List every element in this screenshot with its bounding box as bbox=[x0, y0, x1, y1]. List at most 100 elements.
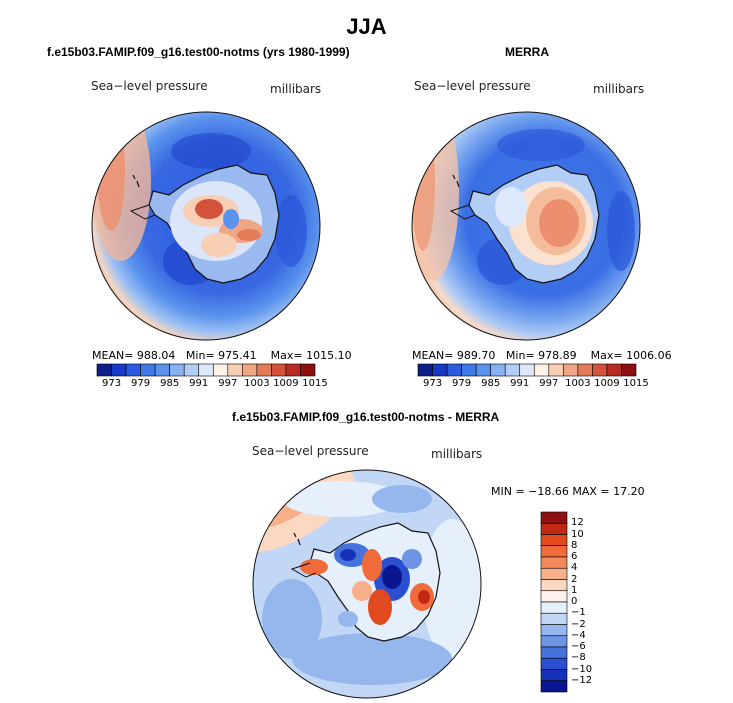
panel-2-colorbar bbox=[417, 363, 637, 377]
panel-1-units-label: millibars bbox=[270, 82, 322, 96]
diff-colorbar-tick-label: 10 bbox=[571, 528, 584, 540]
panel-2-units-label: millibars bbox=[593, 82, 645, 96]
diff-colorbar-tick-label: 6 bbox=[571, 551, 578, 562]
colorbar-swatch bbox=[592, 363, 608, 377]
diff-colorbar-swatch bbox=[540, 612, 568, 625]
diff-colorbar-swatch bbox=[540, 534, 568, 547]
panel-2-max-value: 1006.06 bbox=[626, 349, 672, 362]
colorbar-swatch bbox=[621, 363, 637, 377]
panel-1-max-value: 1015.10 bbox=[306, 349, 352, 362]
diff-colorbar-swatch bbox=[540, 624, 568, 637]
colorbar-swatch bbox=[154, 363, 170, 377]
diff-colorbar-tick-label: −10 bbox=[571, 663, 593, 675]
diff-panel-title: f.e15b03.FAMIP.f09_g16.test00-notms - ME… bbox=[232, 410, 500, 424]
diff-panel-map bbox=[252, 469, 482, 699]
colorbar-tick-label: 1003 bbox=[244, 378, 270, 389]
colorbar-tick-label: 979 bbox=[131, 378, 151, 389]
colorbar-swatch bbox=[242, 363, 258, 377]
colorbar-swatch bbox=[96, 363, 112, 377]
panel-1-max-label: Max= bbox=[270, 349, 303, 362]
colorbar-swatch bbox=[271, 363, 287, 377]
colorbar-tick-label: 991 bbox=[189, 378, 209, 389]
colorbar-swatch bbox=[519, 363, 535, 377]
diff-colorbar-swatch bbox=[540, 657, 568, 670]
diff-colorbar-swatch bbox=[540, 669, 568, 682]
diff-colorbar-tick-label: −1 bbox=[571, 607, 586, 619]
colorbar-swatch bbox=[169, 363, 185, 377]
panel-2-map bbox=[411, 111, 641, 341]
panel-1-colorbar-ticks: 973 979 985 991 997 1003 1009 1015 bbox=[97, 378, 328, 392]
diff-colorbar-swatch bbox=[540, 511, 568, 524]
panel-1-map bbox=[91, 111, 321, 341]
colorbar-swatch bbox=[125, 363, 141, 377]
diff-colorbar-swatch bbox=[540, 680, 568, 693]
panel-1-variable-label: Sea−level pressure bbox=[91, 79, 208, 93]
colorbar-swatch bbox=[577, 363, 593, 377]
diff-colorbar-swatch bbox=[540, 522, 568, 535]
diff-colorbar bbox=[540, 511, 568, 693]
colorbar-swatch bbox=[432, 363, 448, 377]
panel-2-min-label: Min= bbox=[505, 349, 535, 362]
diff-colorbar-tick-label: −12 bbox=[571, 674, 593, 686]
colorbar-tick-label: 985 bbox=[160, 378, 180, 389]
colorbar-swatch bbox=[490, 363, 506, 377]
panel-2-variable-label: Sea−level pressure bbox=[414, 79, 531, 93]
diff-colorbar-tick-label: −8 bbox=[571, 652, 586, 664]
colorbar-swatch bbox=[548, 363, 564, 377]
colorbar-swatch bbox=[461, 363, 477, 377]
diff-panel-variable-label: Sea−level pressure bbox=[252, 444, 369, 458]
diff-colorbar-swatch bbox=[540, 646, 568, 659]
colorbar-tick-label: 997 bbox=[218, 378, 238, 389]
figure-title: JJA bbox=[346, 14, 387, 39]
panel-1-min-label: Min= bbox=[185, 349, 215, 362]
panel-2-mean-label: MEAN= bbox=[412, 349, 454, 362]
colorbar-swatch bbox=[475, 363, 491, 377]
diff-colorbar-swatch bbox=[540, 556, 568, 569]
diff-colorbar-tick-label: 8 bbox=[571, 539, 578, 551]
panel-2-stats: MEAN= 989.70 Min= 978.89 Max= 1006.06 bbox=[412, 349, 672, 362]
panel-1-mean-value: 988.04 bbox=[136, 349, 176, 362]
colorbar-tick-label: 973 bbox=[101, 378, 122, 389]
diff-panel-minmax: MIN = −18.66 MAX = 17.20 bbox=[491, 485, 645, 498]
colorbar-swatch bbox=[183, 363, 200, 377]
colorbar-swatch bbox=[256, 363, 272, 377]
colorbar-tick-label: 1009 bbox=[594, 378, 620, 389]
colorbar-swatch bbox=[227, 363, 243, 377]
diff-colorbar-ticks: 12 10 8 6 4 2 1 0 −1 −2 −4 −6 −8 −10 −12 bbox=[571, 512, 611, 692]
diff-colorbar-tick-label: 1 bbox=[571, 584, 578, 596]
colorbar-tick-label: 991 bbox=[510, 378, 530, 389]
panel-2-colorbar-ticks: 973 979 985 991 997 1003 1009 1015 bbox=[418, 378, 649, 392]
colorbar-swatch bbox=[212, 363, 229, 377]
diff-colorbar-tick-label: 2 bbox=[571, 573, 578, 585]
panel-2-min-value: 978.89 bbox=[538, 349, 577, 362]
colorbar-swatch bbox=[285, 363, 301, 377]
colorbar-swatch bbox=[140, 363, 156, 377]
panel-1-title: f.e15b03.FAMIP.f09_g16.test00-notms (yrs… bbox=[47, 45, 350, 59]
panel-1-mean-label: MEAN= bbox=[92, 349, 134, 362]
colorbar-swatch bbox=[446, 363, 462, 377]
diff-panel-units-label: millibars bbox=[431, 447, 483, 461]
colorbar-swatch bbox=[504, 363, 521, 377]
colorbar-tick-label: 997 bbox=[539, 378, 559, 389]
diff-colorbar-swatch bbox=[540, 567, 568, 580]
colorbar-swatch bbox=[563, 363, 579, 377]
colorbar-tick-label: 973 bbox=[422, 378, 443, 389]
diff-colorbar-tick-label: 4 bbox=[571, 562, 578, 574]
colorbar-tick-label: 1003 bbox=[565, 378, 591, 389]
colorbar-tick-label: 985 bbox=[481, 378, 501, 389]
panel-2-title: MERRA bbox=[505, 45, 549, 59]
diff-colorbar-tick-label: −2 bbox=[571, 618, 586, 630]
colorbar-swatch bbox=[198, 363, 214, 377]
diff-colorbar-tick-label: 0 bbox=[571, 596, 578, 607]
panel-1-min-value: 975.41 bbox=[218, 349, 257, 362]
diff-colorbar-swatch bbox=[540, 579, 568, 592]
panel-2-max-label: Max= bbox=[590, 349, 623, 362]
colorbar-tick-label: 1015 bbox=[623, 378, 649, 389]
colorbar-tick-label: 1015 bbox=[302, 378, 328, 389]
colorbar-swatch bbox=[300, 363, 316, 377]
diff-colorbar-swatch bbox=[540, 635, 568, 648]
colorbar-swatch bbox=[606, 363, 622, 377]
colorbar-swatch bbox=[417, 363, 433, 377]
panel-2-mean-value: 989.70 bbox=[456, 349, 496, 362]
colorbar-swatch bbox=[111, 363, 127, 377]
